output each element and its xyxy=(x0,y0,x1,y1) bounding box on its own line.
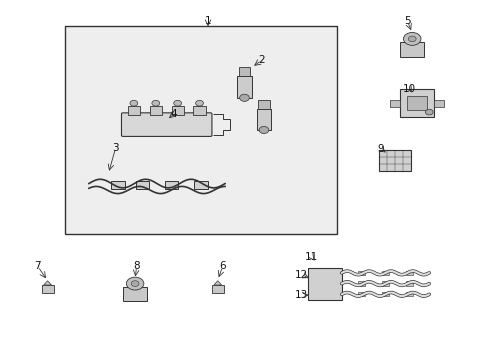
Text: 11: 11 xyxy=(305,252,318,262)
Bar xyxy=(307,267,341,300)
Circle shape xyxy=(239,94,249,102)
Text: 8: 8 xyxy=(133,261,140,271)
Text: 6: 6 xyxy=(219,261,225,271)
Circle shape xyxy=(259,126,268,134)
Circle shape xyxy=(195,100,203,106)
Bar xyxy=(357,292,364,296)
Text: 10: 10 xyxy=(403,84,415,94)
Circle shape xyxy=(403,32,420,45)
Bar xyxy=(171,106,183,114)
Circle shape xyxy=(126,277,143,290)
Polygon shape xyxy=(213,281,221,285)
Bar xyxy=(237,76,251,98)
Bar xyxy=(211,285,224,293)
Bar xyxy=(238,67,250,76)
Bar xyxy=(379,150,410,171)
Bar xyxy=(407,96,426,111)
Bar xyxy=(256,109,271,130)
Bar xyxy=(41,285,54,293)
FancyBboxPatch shape xyxy=(121,113,211,136)
Bar xyxy=(406,271,412,275)
Bar xyxy=(433,100,443,107)
Text: 3: 3 xyxy=(112,143,119,153)
Circle shape xyxy=(131,281,139,287)
Polygon shape xyxy=(135,181,149,189)
Circle shape xyxy=(130,100,138,106)
Circle shape xyxy=(425,109,432,115)
Circle shape xyxy=(173,100,181,106)
Polygon shape xyxy=(164,181,178,189)
Bar xyxy=(399,89,433,117)
Bar xyxy=(193,106,205,114)
Text: 1: 1 xyxy=(204,16,211,26)
Bar xyxy=(406,292,412,296)
Bar xyxy=(389,100,399,107)
Bar xyxy=(381,282,388,286)
Text: 13: 13 xyxy=(295,290,308,300)
Polygon shape xyxy=(111,181,124,189)
Bar xyxy=(127,106,140,114)
Circle shape xyxy=(407,36,415,42)
Text: 4: 4 xyxy=(170,109,177,119)
Polygon shape xyxy=(43,281,51,285)
Polygon shape xyxy=(194,181,207,189)
Bar xyxy=(64,26,336,234)
Text: 5: 5 xyxy=(403,16,410,26)
Text: 12: 12 xyxy=(295,270,308,280)
Bar xyxy=(381,271,388,275)
Bar xyxy=(149,106,162,114)
Text: 2: 2 xyxy=(258,55,264,65)
Bar xyxy=(357,271,364,275)
Bar xyxy=(399,42,424,57)
Bar xyxy=(406,282,412,286)
Circle shape xyxy=(152,100,159,106)
Bar xyxy=(122,287,147,301)
Bar xyxy=(357,282,364,286)
Text: 9: 9 xyxy=(377,144,383,154)
Bar xyxy=(258,100,269,109)
Text: 7: 7 xyxy=(35,261,41,271)
Bar xyxy=(381,292,388,296)
